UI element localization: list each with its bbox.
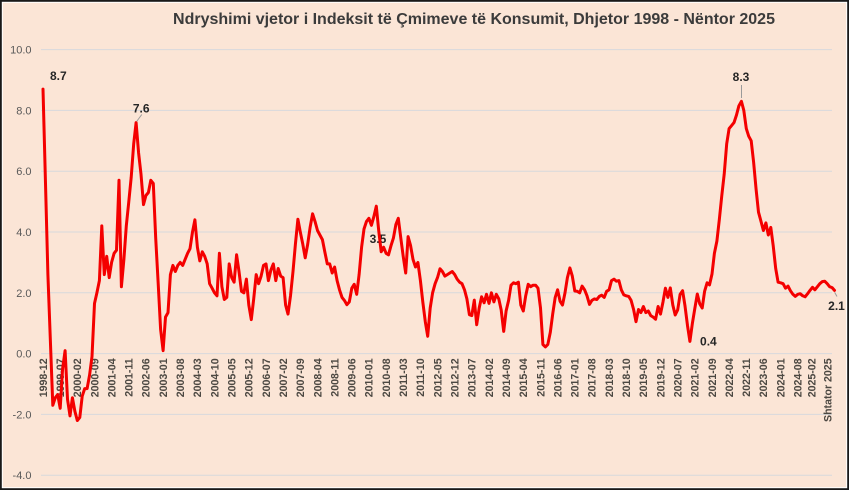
svg-text:2001-04: 2001-04 <box>106 358 118 397</box>
svg-text:2012-12: 2012-12 <box>450 358 462 397</box>
svg-text:2001-11: 2001-11 <box>124 358 136 396</box>
svg-text:0.4: 0.4 <box>700 334 717 348</box>
svg-text:8.0: 8.0 <box>16 105 31 117</box>
svg-text:2018-10: 2018-10 <box>621 358 633 397</box>
svg-text:2007-02: 2007-02 <box>278 358 290 397</box>
svg-text:2024-08: 2024-08 <box>793 358 805 397</box>
svg-text:2005-05: 2005-05 <box>227 358 239 397</box>
svg-text:2025-02: 2025-02 <box>806 358 818 397</box>
svg-text:-4.0: -4.0 <box>13 470 32 482</box>
svg-text:2008-04: 2008-04 <box>312 358 324 397</box>
svg-text:2021-09: 2021-09 <box>707 358 719 397</box>
svg-text:2022-04: 2022-04 <box>724 358 736 397</box>
svg-text:2003-01: 2003-01 <box>158 358 170 397</box>
svg-text:2004-10: 2004-10 <box>209 358 221 397</box>
svg-text:2011-03: 2011-03 <box>398 358 410 396</box>
svg-text:2012-05: 2012-05 <box>432 358 444 397</box>
svg-text:2014-09: 2014-09 <box>501 358 513 397</box>
svg-text:2017-01: 2017-01 <box>570 358 582 397</box>
svg-text:2018-03: 2018-03 <box>604 358 616 397</box>
svg-text:2024-01: 2024-01 <box>775 358 787 397</box>
svg-text:2019-05: 2019-05 <box>638 358 650 397</box>
svg-text:10.0: 10.0 <box>10 45 31 57</box>
svg-text:2023-06: 2023-06 <box>758 358 770 397</box>
svg-text:2014-02: 2014-02 <box>484 358 496 397</box>
svg-text:2019-12: 2019-12 <box>655 358 667 397</box>
svg-text:3.5: 3.5 <box>370 232 387 246</box>
svg-text:2002-06: 2002-06 <box>141 358 153 397</box>
svg-text:2007-09: 2007-09 <box>295 358 307 397</box>
svg-text:2016-06: 2016-06 <box>552 358 564 397</box>
svg-text:2015-11: 2015-11 <box>535 358 547 396</box>
svg-text:2021-02: 2021-02 <box>690 358 702 397</box>
svg-text:7.6: 7.6 <box>133 101 150 115</box>
svg-text:2013-07: 2013-07 <box>467 358 479 397</box>
svg-text:8.3: 8.3 <box>733 70 750 84</box>
svg-text:Shtator 2025: Shtator 2025 <box>822 358 834 422</box>
svg-text:2004-03: 2004-03 <box>192 358 204 397</box>
svg-text:Ndryshimi vjetor i Indeksit të: Ndryshimi vjetor i Indeksit të Çmimeve t… <box>173 11 775 28</box>
svg-text:0.0: 0.0 <box>16 349 31 361</box>
svg-text:8.7: 8.7 <box>50 69 67 83</box>
svg-text:1998-12: 1998-12 <box>38 358 50 397</box>
svg-text:2.1: 2.1 <box>828 299 845 313</box>
svg-text:2010-01: 2010-01 <box>364 358 376 397</box>
svg-text:2015-04: 2015-04 <box>518 358 530 397</box>
svg-text:2005-12: 2005-12 <box>244 358 256 397</box>
svg-text:2.0: 2.0 <box>16 288 31 300</box>
svg-text:6.0: 6.0 <box>16 166 31 178</box>
svg-text:2003-08: 2003-08 <box>175 358 187 397</box>
svg-text:2020-07: 2020-07 <box>673 358 685 397</box>
svg-text:2000-02: 2000-02 <box>72 358 84 397</box>
svg-text:2010-08: 2010-08 <box>381 358 393 397</box>
svg-text:2006-07: 2006-07 <box>261 358 273 397</box>
svg-text:2011-10: 2011-10 <box>415 358 427 396</box>
svg-text:2017-08: 2017-08 <box>587 358 599 397</box>
svg-text:2009-06: 2009-06 <box>347 358 359 397</box>
svg-text:2022-11: 2022-11 <box>741 358 753 396</box>
svg-text:4.0: 4.0 <box>16 227 31 239</box>
svg-text:2008-11: 2008-11 <box>329 358 341 396</box>
svg-text:2000-09: 2000-09 <box>89 358 101 397</box>
svg-text:-2.0: -2.0 <box>13 409 32 421</box>
